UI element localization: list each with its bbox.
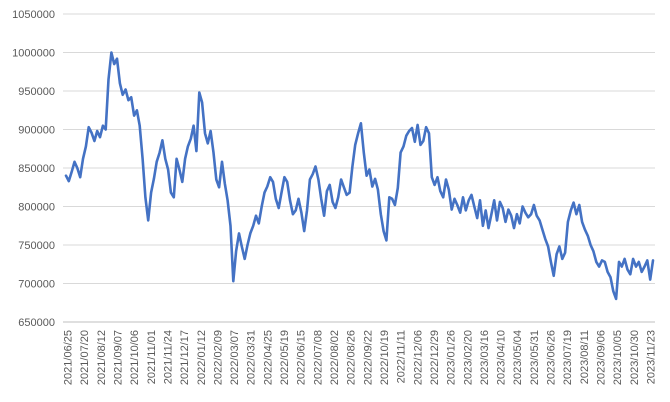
x-tick-label: 2023/10/30 bbox=[629, 330, 641, 385]
x-tick-label: 2022/02/09 bbox=[212, 330, 224, 385]
x-tick-label: 2021/07/20 bbox=[79, 330, 91, 385]
series-layer bbox=[64, 51, 655, 301]
x-tick-label: 2023/11/23 bbox=[646, 330, 658, 384]
y-tick-label: 700000 bbox=[18, 279, 55, 291]
series-line bbox=[64, 51, 655, 301]
x-tick-label: 2021/11/24 bbox=[162, 330, 174, 384]
x-axis-ticks: 2021/06/25 2021/07/20 2021/08/12 2021/09/07… bbox=[63, 330, 658, 385]
y-tick-label: 1000000 bbox=[12, 48, 55, 60]
x-tick-label: 2022/05/19 bbox=[279, 330, 291, 385]
x-tick-label: 2023/05/31 bbox=[529, 330, 541, 385]
x-tick-label: 2023/10/05 bbox=[612, 330, 624, 385]
x-tick-label: 2021/11/01 bbox=[146, 330, 158, 384]
x-tick-label: 2021/10/06 bbox=[129, 330, 141, 385]
x-tick-label: 2022/07/08 bbox=[312, 330, 324, 385]
x-tick-label: 2022/03/07 bbox=[229, 330, 241, 385]
y-tick-label: 850000 bbox=[18, 163, 55, 175]
x-tick-label: 2023/05/04 bbox=[512, 330, 524, 385]
x-tick-label: 2023/07/19 bbox=[562, 330, 574, 385]
x-tick-label: 2023/09/06 bbox=[596, 330, 608, 385]
x-tick-label: 2023/03/16 bbox=[479, 330, 491, 385]
x-tick-label: 2022/06/15 bbox=[296, 330, 308, 385]
y-tick-label: 950000 bbox=[18, 86, 55, 98]
x-tick-label: 2022/08/26 bbox=[346, 330, 358, 385]
x-tick-label: 2022/12/29 bbox=[429, 330, 441, 385]
y-tick-label: 800000 bbox=[18, 202, 55, 214]
x-tick-label: 2023/06/26 bbox=[546, 330, 558, 385]
x-tick-label: 2022/12/06 bbox=[412, 330, 424, 385]
x-tick-label: 2023/02/20 bbox=[462, 330, 474, 385]
x-tick-label: 2023/01/26 bbox=[446, 330, 458, 385]
x-tick-label: 2022/11/11 bbox=[396, 330, 408, 383]
y-tick-label: 1050000 bbox=[12, 9, 55, 21]
x-tick-label: 2022/01/12 bbox=[196, 330, 208, 385]
x-tick-label: 2022/04/25 bbox=[262, 330, 274, 385]
x-tick-label: 2021/06/25 bbox=[63, 330, 75, 385]
gridlines bbox=[63, 13, 655, 323]
x-tick-label: 2022/08/02 bbox=[329, 330, 341, 385]
x-tick-label: 2021/08/12 bbox=[96, 330, 108, 385]
x-tick-label: 2022/09/22 bbox=[362, 330, 374, 385]
y-tick-label: 650000 bbox=[18, 317, 55, 329]
x-tick-label: 2022/03/31 bbox=[246, 330, 258, 385]
y-axis-ticks: 650000 700000 750000 800000 850000 900000 9500… bbox=[12, 9, 55, 329]
y-tick-label: 900000 bbox=[18, 125, 55, 137]
x-tick-label: 2023/08/11 bbox=[579, 330, 591, 384]
y-tick-label: 750000 bbox=[18, 240, 55, 252]
x-tick-label: 2022/10/19 bbox=[379, 330, 391, 385]
x-tick-label: 2021/12/17 bbox=[179, 330, 191, 385]
x-tick-label: 2023/04/10 bbox=[496, 330, 508, 385]
x-tick-label: 2021/09/07 bbox=[112, 330, 124, 385]
